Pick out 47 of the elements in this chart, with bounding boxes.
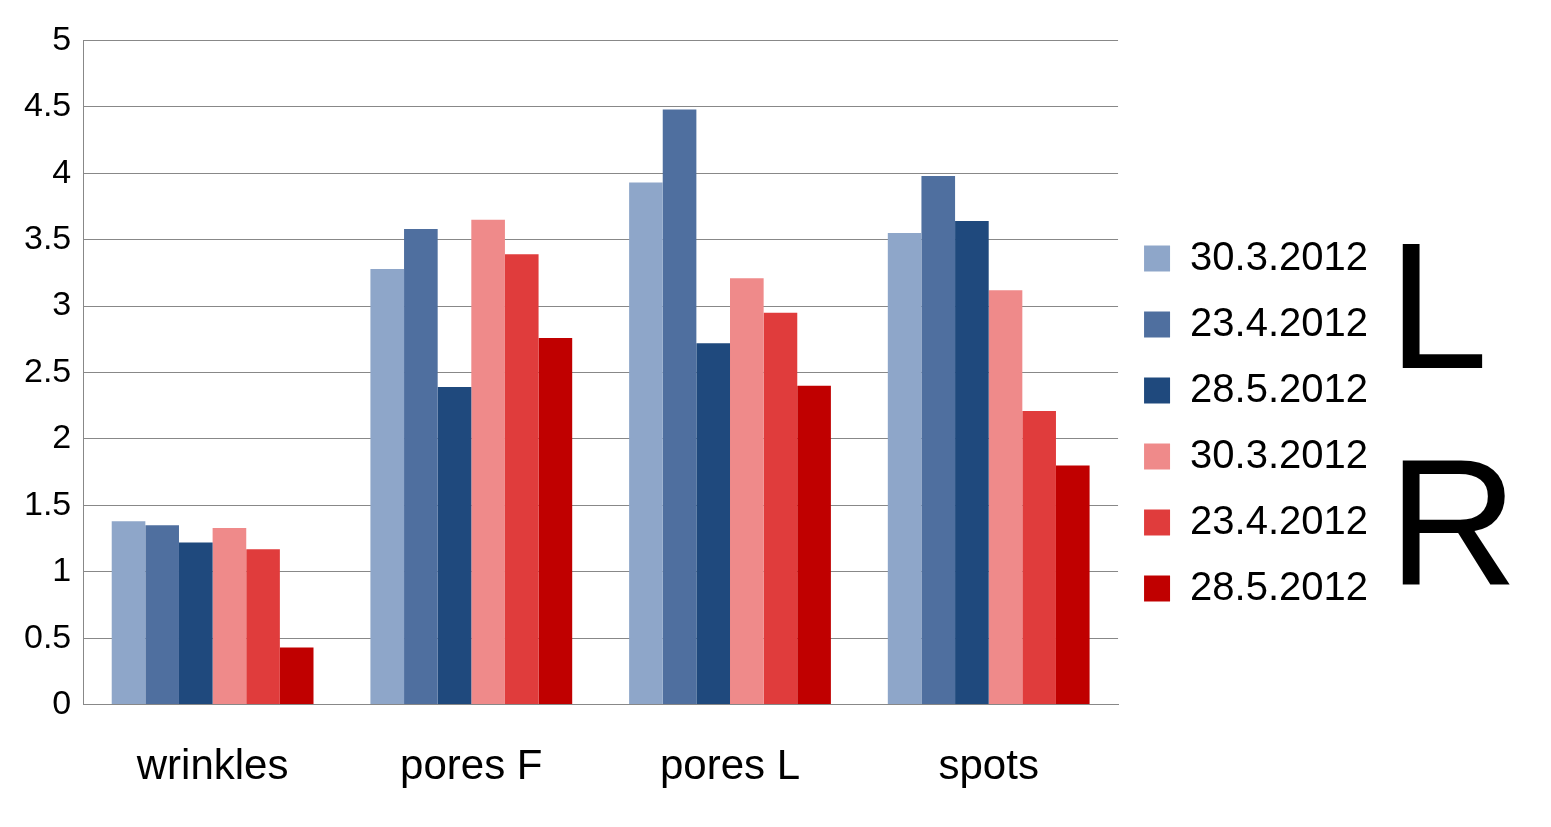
x-tick-label: pores L [659, 741, 801, 789]
bar [212, 527, 247, 705]
y-tick-label: 3.5 [24, 218, 72, 257]
bar [370, 268, 405, 705]
bar [178, 542, 213, 705]
bar [696, 343, 731, 705]
bar [246, 549, 280, 705]
bar [1055, 465, 1090, 705]
legend-label: 30.3.2012 [1190, 431, 1368, 476]
y-tick-label: 2.5 [24, 350, 72, 389]
bar [404, 229, 438, 705]
legend-label: 30.3.2012 [1190, 233, 1368, 278]
legend-label: 23.4.2012 [1190, 497, 1368, 542]
legend-label: 23.4.2012 [1190, 299, 1368, 344]
y-tick-label: 1.5 [24, 483, 72, 522]
bar [763, 312, 798, 705]
bar [145, 525, 179, 705]
bar [1022, 411, 1056, 705]
bar [437, 387, 472, 705]
text: L [1388, 203, 1490, 408]
bar [730, 278, 764, 705]
y-tick-label: 4.5 [24, 85, 72, 124]
y-tick-label: 2 [52, 417, 72, 456]
legend-label: 28.5.2012 [1190, 563, 1368, 608]
bar [988, 290, 1023, 705]
legend-label: 28.5.2012 [1190, 365, 1368, 410]
x-tick-label: pores F [400, 741, 543, 789]
bar [538, 337, 573, 705]
y-tick-label: 4 [52, 151, 72, 190]
y-tick-label: 1 [52, 550, 72, 589]
text: R [1388, 419, 1518, 624]
y-tick-label: 0.5 [24, 616, 72, 655]
bar [955, 221, 989, 705]
bar [887, 233, 922, 705]
bar [797, 385, 831, 705]
bar [279, 647, 314, 705]
x-tick-label: spots [938, 741, 1039, 789]
bar [662, 109, 697, 705]
y-tick-label: 5 [52, 18, 72, 57]
x-tick-label: wrinkles [135, 741, 289, 789]
y-tick-label: 3 [52, 284, 72, 323]
y-tick-label: 0 [52, 682, 72, 721]
bar [629, 182, 663, 705]
bar [921, 175, 956, 705]
bar [504, 254, 539, 705]
bar [471, 219, 505, 705]
bar [111, 521, 146, 705]
